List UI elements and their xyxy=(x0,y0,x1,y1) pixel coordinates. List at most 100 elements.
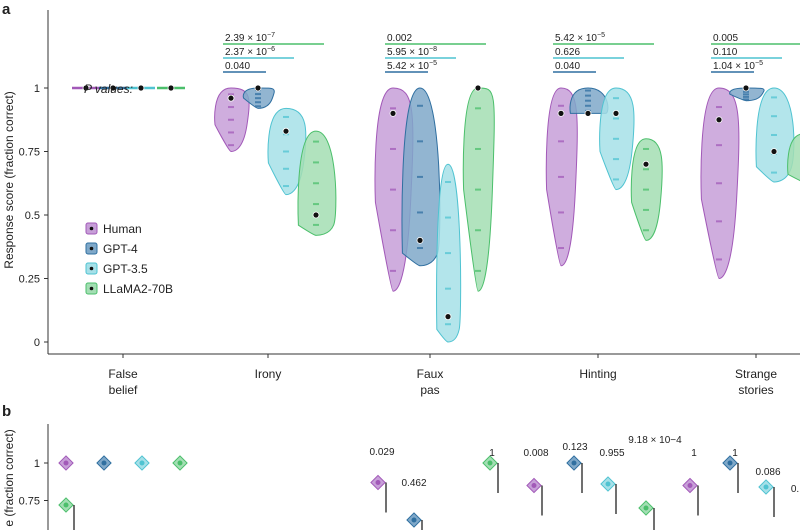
violin-sample-dot xyxy=(417,175,423,178)
violin-sample-dot xyxy=(228,118,234,121)
panel-b-p-value: 0.086 xyxy=(755,467,780,478)
category-label: Faux xyxy=(417,367,444,381)
median-point-3-2 xyxy=(474,84,482,92)
panel-b-point xyxy=(763,484,769,490)
panel-b-point xyxy=(139,460,145,466)
p-value-label: 1.04 × 10−5 xyxy=(713,60,763,72)
legend-item-human: Human xyxy=(85,222,142,236)
panel-b-p-value: 0.008 xyxy=(523,448,548,459)
legend: Human GPT-4 GPT-3.5 LLaMA2-70B xyxy=(85,222,173,296)
violin-sample-dot xyxy=(585,94,591,97)
median-point-1-4 xyxy=(742,84,750,92)
violin-sample-dot xyxy=(313,140,319,143)
violin-sample-dot xyxy=(613,178,619,181)
median-point-0-2 xyxy=(389,110,397,117)
median-point-0-0 xyxy=(82,84,90,92)
violin-sample-dot xyxy=(585,99,591,102)
violin-sample-dot xyxy=(313,182,319,185)
median-point-0-1 xyxy=(227,94,235,102)
violin-sample-dot xyxy=(643,208,649,211)
violin-sample-dot xyxy=(585,104,591,107)
panel-b-p-value: 1 xyxy=(489,448,495,459)
p-value-label: 0.002 xyxy=(387,33,412,44)
panel-b-point xyxy=(487,460,493,466)
violin-sample-dot xyxy=(558,211,564,214)
panel-b-points: 0.029 0.462 1 0.008 0.123 0.955 9.18 × 10−4 1 1 0… xyxy=(58,435,799,530)
panel-b-p-value: 0. xyxy=(791,484,799,495)
violin-sample-dot xyxy=(643,147,649,150)
panel-b-p-value: 0.462 xyxy=(401,478,426,489)
violin-sample-dot xyxy=(613,97,619,100)
p-value-label: 2.39 × 10−7 xyxy=(225,32,275,44)
violin-sample-dot xyxy=(743,90,749,93)
panel-b-point xyxy=(531,483,537,488)
median-point-3-3 xyxy=(642,160,650,168)
violin-sample-dot xyxy=(613,137,619,140)
violin-sample-dot xyxy=(475,229,481,232)
category-label: belief xyxy=(109,383,138,397)
violin-sample-dot xyxy=(445,323,451,326)
category-label: Irony xyxy=(255,367,282,381)
violin-sample-dot xyxy=(390,147,396,150)
median-point-2-0 xyxy=(137,84,145,92)
median-point-3-0 xyxy=(167,84,175,92)
legend-item-gpt35: GPT-3.5 xyxy=(85,262,148,276)
violin-sample-dot xyxy=(585,89,591,92)
panel-b-point xyxy=(177,460,183,466)
violin-sample-dot xyxy=(228,131,234,134)
violin-sample-dot xyxy=(390,107,396,110)
violin-sample-dot xyxy=(716,258,722,261)
legend-label-gpt4: GPT-4 xyxy=(103,242,138,256)
p-value-label: 2.37 × 10−6 xyxy=(225,46,275,58)
violin-3-4 xyxy=(787,134,800,182)
violin-sample-dot xyxy=(643,168,649,171)
panel-b-point xyxy=(101,460,107,466)
violin-sample-dot xyxy=(475,269,481,272)
violin-sample-dot xyxy=(228,144,234,147)
panel-b-point xyxy=(63,460,69,466)
violin-sample-dot xyxy=(255,101,261,104)
category-label: Strange xyxy=(735,367,777,381)
panel-b-point xyxy=(687,483,693,488)
category-label: pas xyxy=(420,383,439,397)
violin-sample-dot xyxy=(613,117,619,120)
violin-sample-dot xyxy=(771,115,777,118)
panel-b-p-value: 9.18 × 10−4 xyxy=(628,435,682,446)
y-axis-label-a: Response score (fraction correct) xyxy=(2,91,16,268)
violin-sample-dot xyxy=(743,93,749,96)
y-tick-label-b: 0.75 xyxy=(19,496,40,508)
panel-b-point xyxy=(643,505,649,511)
panel-b-point xyxy=(411,517,417,523)
violin-sample-dot xyxy=(445,180,451,183)
violin-sample-dot xyxy=(445,216,451,219)
p-value-label: 0.005 xyxy=(713,33,738,44)
violin-sample-dot xyxy=(716,182,722,185)
median-point-1-0 xyxy=(109,84,117,92)
median-point-3-1 xyxy=(312,211,320,219)
p-value-label: 0.110 xyxy=(713,47,738,58)
median-point-2-4 xyxy=(770,148,778,155)
y-tick-label-a: 0.5 xyxy=(25,210,40,222)
violin-sample-dot xyxy=(417,104,423,107)
median-point-2-1 xyxy=(282,127,290,135)
median-point-2-2 xyxy=(444,313,452,321)
violin-sample-dot xyxy=(475,147,481,150)
category-label: Hinting xyxy=(579,367,616,381)
violin-sample-dot xyxy=(255,93,261,96)
violin-sample-dot xyxy=(558,104,564,107)
median-point-1-3 xyxy=(584,110,592,117)
violin-sample-dot xyxy=(558,247,564,250)
violin-sample-dot xyxy=(716,144,722,147)
violin-sample-dot xyxy=(283,115,289,118)
violin-sample-dot xyxy=(743,95,749,98)
violin-sample-dot xyxy=(771,133,777,136)
legend-item-gpt4: GPT-4 xyxy=(85,242,138,256)
violin-sample-dot xyxy=(417,247,423,250)
y-ticks-b: 10.75 xyxy=(19,458,48,508)
legend-label-gpt35: GPT-3.5 xyxy=(103,262,148,276)
violin-sample-dot xyxy=(558,140,564,143)
violin-sample-dot xyxy=(771,96,777,99)
p-value-label: 0.040 xyxy=(225,61,250,72)
panel-b-p-value: 1 xyxy=(691,448,697,459)
